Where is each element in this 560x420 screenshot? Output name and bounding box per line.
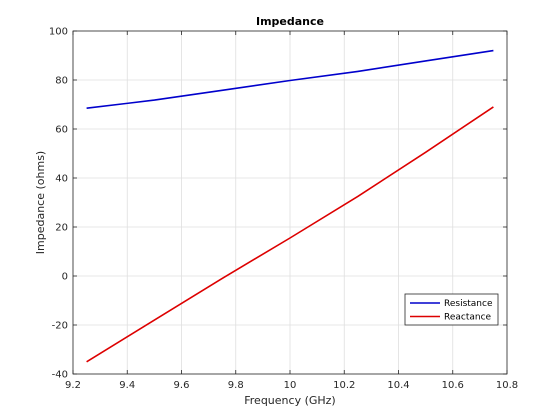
series-line-reactance (86, 106, 494, 363)
y-tick-label: 100 (49, 27, 68, 38)
x-tick-label: 10.6 (442, 380, 464, 391)
x-tick-label: 10 (284, 380, 297, 391)
axis-ticks: 9.2 9.4 9.6 9.8 10 10.2 10.4 10.6 10.8 -40 -20 0 20 4… (49, 27, 518, 392)
x-tick-label: 10.4 (387, 380, 409, 391)
x-tick-label: 10.2 (333, 380, 355, 391)
y-tick-label: 0 (62, 272, 68, 283)
x-tick-label: 9.6 (174, 380, 190, 391)
legend-box (404, 293, 499, 326)
legend-label: Reactance (444, 313, 492, 323)
x-tick-label: 9.2 (65, 380, 81, 391)
x-tick-label: 9.4 (119, 380, 135, 391)
x-tick-label: 10.8 (496, 380, 518, 391)
y-tick-label: 60 (55, 125, 68, 136)
y-tick-label: -20 (52, 321, 68, 332)
series-line-resistance (86, 49, 494, 109)
y-tick-label: -40 (52, 370, 68, 381)
series-layer (86, 49, 494, 363)
x-tick-label: 9.8 (228, 380, 244, 391)
legend: Resistance Reactance (404, 293, 499, 326)
y-tick-label: 20 (55, 223, 68, 234)
y-axis-label: Impedance (ohms) (34, 151, 47, 254)
x-axis-label: Frequency (GHz) (244, 394, 335, 407)
y-tick-label: 80 (55, 76, 68, 87)
legend-label: Resistance (444, 299, 493, 309)
y-tick-label: 40 (55, 174, 68, 185)
chart-title: Impedance (256, 15, 324, 28)
